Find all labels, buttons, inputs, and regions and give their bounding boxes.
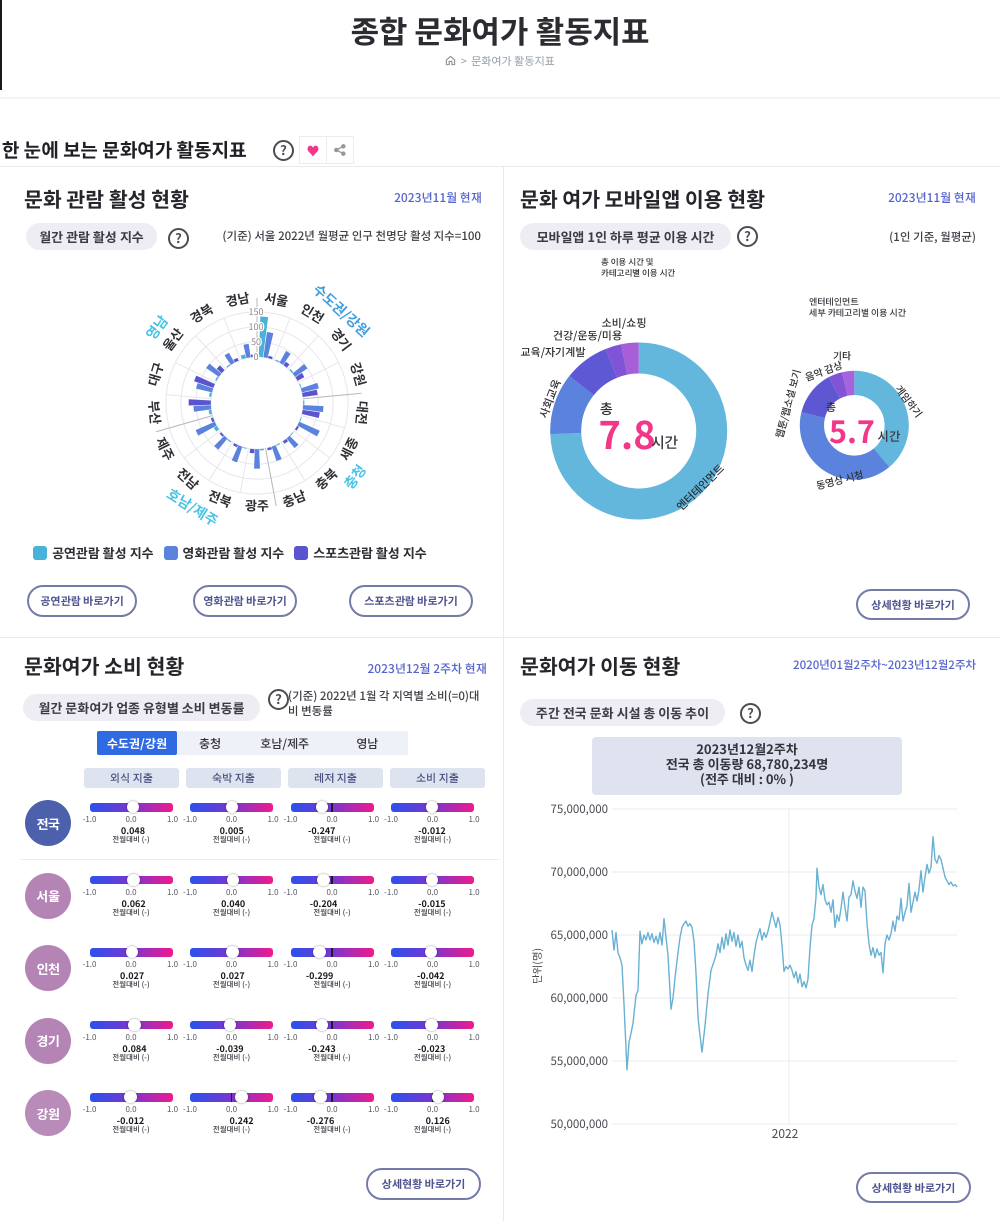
svg-text:75,000,000: 75,000,000 [551,801,608,817]
svg-text:경남: 경남 [224,287,251,310]
svg-text:부산: 부산 [145,400,166,426]
svg-text:강원: 강원 [346,360,371,388]
svg-text:총: 총 [826,399,836,415]
svg-text:2022: 2022 [772,1125,799,1142]
svg-text:150: 150 [249,305,264,318]
svg-text:광주: 광주 [245,496,269,515]
svg-text:서울: 서울 [263,287,290,310]
svg-text:단위(명): 단위(명) [530,948,545,984]
svg-text:제주: 제주 [152,434,180,464]
svg-text:5.7: 5.7 [829,408,875,452]
svg-text:충청: 충청 [339,461,371,494]
svg-text:시간: 시간 [878,426,901,445]
svg-text:웹툰/웹소설 보기: 웹툰/웹소설 보기 [771,368,804,440]
svg-text:충북: 충북 [311,463,342,493]
svg-text:시간: 시간 [651,432,679,453]
svg-text:총: 총 [600,399,613,419]
svg-text:50,000,000: 50,000,000 [551,1116,608,1132]
svg-text:건강/운동/미용: 건강/운동/미용 [553,327,623,343]
svg-text:대전: 대전 [352,400,373,426]
svg-text:세종: 세종 [334,434,362,464]
svg-text:7.8: 7.8 [599,405,656,460]
svg-text:60,000,000: 60,000,000 [551,990,608,1006]
svg-text:100: 100 [249,320,264,333]
svg-text:55,000,000: 55,000,000 [551,1053,608,1069]
svg-text:충남: 충남 [279,485,308,511]
svg-text:0: 0 [254,350,259,363]
svg-text:기타: 기타 [833,348,852,363]
svg-text:대구: 대구 [143,360,168,388]
svg-text:경북: 경북 [186,299,216,328]
svg-text:50: 50 [251,335,261,348]
svg-text:소비/쇼핑: 소비/쇼핑 [602,315,647,331]
svg-text:70,000,000: 70,000,000 [551,864,608,880]
svg-text:교육/자기계발: 교육/자기계발 [520,344,585,360]
svg-text:65,000,000: 65,000,000 [551,927,608,943]
